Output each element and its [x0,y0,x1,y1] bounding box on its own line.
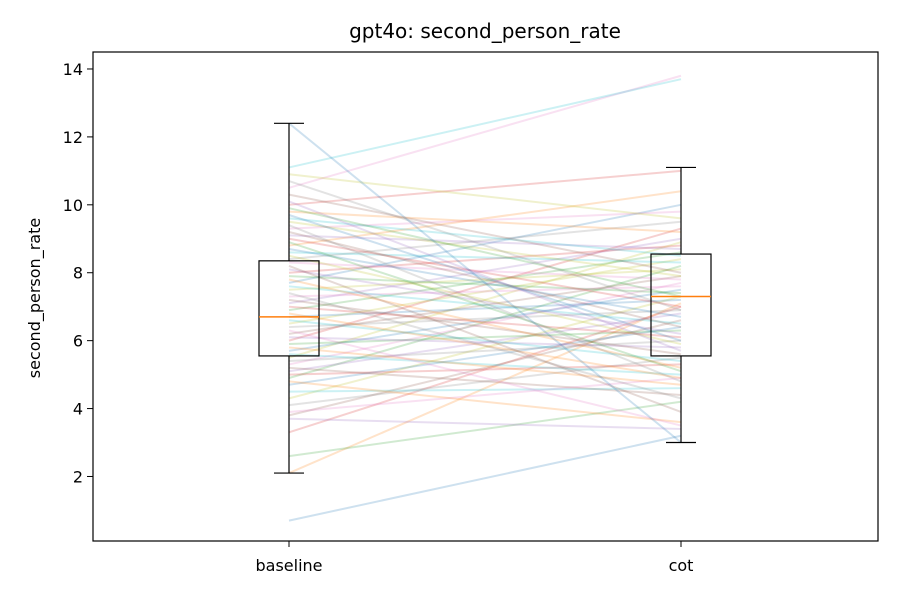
pair-line [288,220,682,261]
x-tick-label: cot [669,556,694,575]
pair-line [288,278,682,369]
pair-line [288,339,682,363]
pair-line [288,227,682,342]
pair-line [288,254,682,346]
pair-line [288,400,682,458]
pair-lines [288,74,682,522]
pair-line [288,363,682,376]
plot-frame [92,51,879,542]
pair-line [288,180,682,312]
pair-line [288,387,682,393]
pair-line [288,251,682,264]
pair-line [288,346,682,386]
pair-line [288,312,682,379]
pair-line [288,336,682,349]
pair-line [288,298,682,318]
pair-line [288,78,682,169]
x-axis: baseline cot [255,541,693,575]
pair-line [288,356,682,407]
pair-line [288,217,682,257]
chart-title: gpt4o: second_person_rate [349,19,621,43]
pair-line [288,366,682,396]
pair-line [288,312,682,373]
pair-line [288,281,682,366]
pair-line [288,305,682,434]
x-tick-label: baseline [255,556,322,575]
y-tick-label: 8 [73,264,83,283]
pair-line [288,207,682,298]
pair-line [288,210,682,230]
pair-line [288,285,682,325]
pair-line [288,173,682,220]
pair-line [288,377,682,413]
pair-line [288,224,682,383]
box-iqr [650,253,712,357]
y-tick-label: 10 [63,196,83,215]
pair-line [288,169,682,206]
pair-line [288,268,682,335]
pair-line [288,417,682,430]
pair-line [288,210,682,233]
pair-line [288,285,682,298]
pair-line [288,353,682,376]
box-iqr [258,260,320,357]
y-tick-label: 14 [63,60,83,79]
y-tick-label: 12 [63,128,83,147]
pair-line [288,265,682,413]
pair-line [288,329,682,427]
pair-line [288,261,682,281]
pair-line [288,298,682,356]
pair-line [288,326,682,386]
pair-line [288,319,682,417]
pair-line [288,329,682,346]
pair-line [288,231,682,329]
y-tick-label: 2 [73,467,83,486]
y-axis: 2 4 6 8 10 12 14 [63,60,93,486]
pair-line [288,268,682,291]
pair-line [288,302,682,475]
pair-line [288,193,682,274]
pair-line [288,74,682,189]
y-tick-label: 4 [73,400,83,419]
pair-line [288,434,682,522]
pair-line [288,319,682,363]
pair-line [288,190,682,247]
pair-line [288,275,682,295]
y-tick-label: 6 [73,332,83,351]
pair-line [288,200,682,352]
pair-line [288,214,682,342]
pair-line [288,380,682,424]
pair-line [288,295,682,400]
pair-line [288,309,682,329]
pair-line [288,251,682,312]
pair-line [288,241,682,373]
pair-line [288,258,682,325]
pair-line [288,234,682,250]
y-axis-label: second_person_rate [25,218,45,378]
pair-line [288,275,682,335]
pair-line [288,203,682,284]
pair-line [288,288,682,352]
pair-line [288,264,682,379]
pair-line [288,237,682,308]
boxplots [258,122,712,474]
pair-line [288,122,682,444]
pair-line [288,247,682,318]
pair-line [288,220,682,278]
pair-line [288,244,682,274]
pair-line [288,237,682,305]
pair-line [288,305,682,339]
pair-line [288,292,682,400]
pair-line [288,241,682,359]
